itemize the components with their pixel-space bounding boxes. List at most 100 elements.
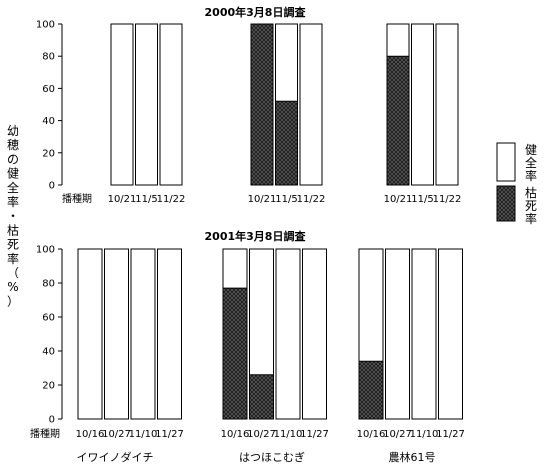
bar-outline bbox=[130, 248, 156, 420]
bar-healthy bbox=[131, 249, 155, 419]
y-tick-label: 40 bbox=[42, 116, 55, 127]
legend-label-healthy: 健全率 bbox=[525, 143, 537, 183]
bar-outline bbox=[299, 23, 323, 186]
legend-swatch-dead bbox=[496, 185, 516, 222]
bar-healthy bbox=[436, 24, 458, 185]
bar-outline bbox=[135, 23, 158, 186]
bar-healthy bbox=[223, 249, 247, 289]
legend: 健全率 枯死率 bbox=[496, 142, 537, 226]
bar-healthy bbox=[160, 24, 182, 185]
y-axis-label-char: 枯 bbox=[7, 222, 19, 237]
legend-swatch-healthy bbox=[496, 142, 516, 182]
bar-outline bbox=[77, 248, 103, 420]
y-axis-label-char: 全 bbox=[7, 180, 19, 195]
y-axis-label-char: ） bbox=[7, 294, 19, 308]
legend-healthy-char: 全 bbox=[525, 155, 537, 170]
y-tick-label: 20 bbox=[42, 381, 55, 392]
y-tick-label: 100 bbox=[36, 20, 55, 31]
y-tick-label: 80 bbox=[42, 52, 55, 63]
y-axis-label-char: （ bbox=[7, 266, 19, 280]
legend-dead-char: 枯 bbox=[525, 185, 537, 200]
bar-outline bbox=[159, 23, 183, 186]
bar-dead bbox=[223, 288, 247, 419]
y-axis-label-char: 健 bbox=[7, 167, 19, 181]
bar-outline bbox=[411, 248, 437, 420]
legend-dead-char: 率 bbox=[525, 211, 537, 226]
y-tick-label: 0 bbox=[49, 415, 55, 426]
x-tick-label: 11/10 bbox=[410, 429, 439, 440]
bar-outline bbox=[386, 23, 410, 186]
x-tick-label: 11/22 bbox=[297, 194, 326, 205]
bar-outline bbox=[302, 248, 327, 420]
bar-outline bbox=[222, 248, 248, 420]
legend-healthy-char: 率 bbox=[525, 168, 537, 183]
bar-dead bbox=[251, 24, 273, 185]
x-tick-label: 11/27 bbox=[436, 429, 465, 440]
bar-outline bbox=[249, 248, 274, 420]
y-axis-label-char: % bbox=[7, 280, 18, 294]
x-tick-label: 11/5 bbox=[275, 194, 297, 205]
x-tick-label: 11/10 bbox=[129, 429, 158, 440]
y-tick-label: 80 bbox=[42, 279, 55, 290]
bar-outline bbox=[157, 248, 182, 420]
x-tick-label: 11/27 bbox=[300, 429, 329, 440]
y-axis-label-char: 穂 bbox=[7, 138, 19, 152]
x-tick-label: 10/16 bbox=[76, 429, 105, 440]
cultivar-label-3: 農林61号 bbox=[389, 450, 436, 464]
y-tick-label: 60 bbox=[42, 313, 55, 324]
x-tick-label: 11/5 bbox=[411, 194, 433, 205]
y-axis-label-char: ・ bbox=[7, 209, 19, 223]
y-axis-label-char: 率 bbox=[7, 251, 19, 266]
bar-dead bbox=[387, 56, 409, 186]
y-axis-label-char: 死 bbox=[7, 238, 19, 252]
cultivar-label-1: イワイノダイチ bbox=[77, 450, 154, 464]
y-tick-label: 60 bbox=[42, 84, 55, 95]
chart-title-2000: 2000年3月8日調査 bbox=[205, 5, 306, 19]
bar-healthy bbox=[104, 249, 129, 419]
y-tick-label: 40 bbox=[42, 347, 55, 358]
bar-outline bbox=[110, 23, 134, 186]
x-tick-label: 10/27 bbox=[383, 429, 412, 440]
x-tick-label: 10/21 bbox=[384, 194, 413, 205]
bar-outline bbox=[411, 23, 434, 186]
bar-healthy bbox=[411, 24, 434, 185]
y-axis-label-char: の bbox=[7, 152, 19, 166]
bar-outline bbox=[250, 23, 274, 186]
bar-dead bbox=[249, 374, 274, 419]
cultivar-label-2: はつほこむぎ bbox=[239, 450, 305, 464]
bar-outline bbox=[275, 23, 298, 186]
bar-dead bbox=[359, 361, 383, 419]
y-axis-label-char: 幼 bbox=[7, 124, 19, 138]
bar-healthy bbox=[438, 249, 463, 419]
bar-healthy bbox=[157, 249, 182, 419]
x-tick-label: 11/5 bbox=[135, 194, 157, 205]
bar-healthy bbox=[387, 24, 409, 57]
x-tick-label: 10/16 bbox=[357, 429, 386, 440]
y-tick-label: 100 bbox=[36, 245, 55, 256]
bar-outline bbox=[275, 248, 301, 420]
bar-healthy bbox=[300, 24, 322, 185]
bar-dead bbox=[275, 101, 298, 185]
bar-healthy bbox=[302, 249, 327, 419]
x-tick-label: 11/22 bbox=[157, 194, 186, 205]
xlabel-2000: 播種期 bbox=[62, 192, 92, 205]
bar-healthy bbox=[276, 249, 300, 419]
xlabel-2001: 播種期 bbox=[30, 427, 60, 440]
y-axis-label-char: 率 bbox=[7, 194, 19, 209]
bar-healthy bbox=[111, 24, 133, 185]
x-tick-label: 11/10 bbox=[274, 429, 303, 440]
bar-healthy bbox=[385, 249, 410, 419]
x-tick-label: 10/16 bbox=[221, 429, 250, 440]
bar-healthy bbox=[135, 24, 158, 185]
y-tick-label: 20 bbox=[42, 148, 55, 159]
bar-healthy bbox=[359, 249, 383, 362]
bar-healthy bbox=[412, 249, 436, 419]
x-tick-label: 11/22 bbox=[433, 194, 462, 205]
legend-healthy-char: 健 bbox=[525, 143, 537, 157]
x-tick-label: 10/27 bbox=[247, 429, 276, 440]
x-tick-label: 10/21 bbox=[108, 194, 137, 205]
bar-outline bbox=[438, 248, 463, 420]
